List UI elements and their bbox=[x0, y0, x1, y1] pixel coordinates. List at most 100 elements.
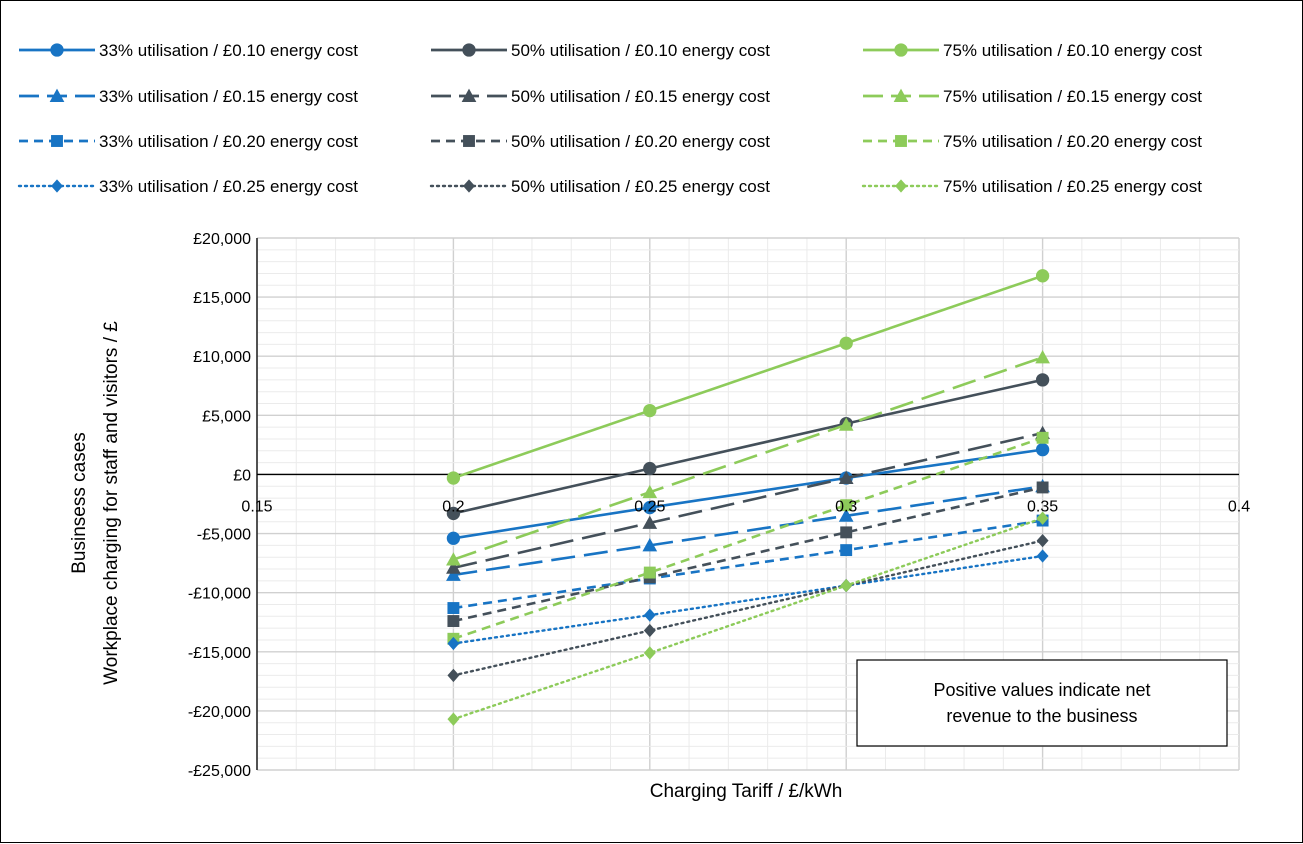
legend-marker bbox=[893, 88, 909, 102]
data-point bbox=[1035, 373, 1050, 387]
series-8 bbox=[447, 481, 1049, 627]
data-point bbox=[643, 566, 656, 579]
legend-label: 50% utilisation / £0.25 energy cost bbox=[511, 177, 770, 196]
data-point bbox=[1036, 533, 1049, 548]
y-tick-label: -£25,000 bbox=[188, 763, 251, 780]
data-point bbox=[446, 506, 461, 521]
annotation-box: Positive values indicate net revenue to … bbox=[856, 659, 1228, 747]
data-point bbox=[447, 636, 460, 651]
legend-marker bbox=[462, 43, 476, 57]
data-point bbox=[838, 508, 854, 522]
series-line bbox=[453, 484, 1043, 577]
series-line bbox=[453, 431, 1043, 570]
legend-marker bbox=[50, 43, 64, 57]
y-tick-label: -£5,000 bbox=[197, 527, 251, 544]
data-point bbox=[447, 602, 460, 614]
legend-label: 75% utilisation / £0.20 energy cost bbox=[943, 132, 1202, 151]
legend-marker bbox=[895, 135, 907, 147]
data-point bbox=[642, 515, 658, 529]
data-point bbox=[1036, 511, 1049, 525]
y-axis-title: Businsess cases Workplace charging for s… bbox=[69, 321, 122, 685]
y-tick-label: £10,000 bbox=[193, 349, 251, 366]
legend-item: 33% utilisation / £0.20 energy cost bbox=[19, 132, 358, 151]
x-tick-label: 0.3 bbox=[835, 498, 857, 515]
data-point bbox=[839, 336, 853, 350]
data-point bbox=[643, 646, 656, 660]
y-tick-label: -£20,000 bbox=[188, 704, 251, 721]
x-tick-label: 0.2 bbox=[442, 498, 464, 515]
legend-item: 75% utilisation / £0.10 energy cost bbox=[863, 41, 1202, 60]
series-10 bbox=[447, 549, 1049, 651]
series-line bbox=[452, 539, 1044, 677]
data-point bbox=[840, 526, 853, 539]
series-line bbox=[453, 486, 1043, 623]
legend-marker bbox=[895, 179, 907, 193]
tick-labels: £20,000 £15,000 £10,000 £5,000 £0 -£5,000 -£10… bbox=[188, 231, 1250, 780]
x-tick-label: 0.25 bbox=[634, 498, 665, 515]
y-tick-label: £0 bbox=[233, 467, 251, 484]
data-point bbox=[446, 560, 461, 574]
data-point bbox=[840, 578, 853, 593]
data-point bbox=[446, 471, 461, 485]
legend-label: 75% utilisation / £0.25 energy cost bbox=[943, 177, 1202, 196]
legend-label: 75% utilisation / £0.10 energy cost bbox=[943, 41, 1202, 60]
legend-label: 33% utilisation / £0.10 energy cost bbox=[99, 41, 358, 60]
legend-item: 50% utilisation / £0.20 energy cost bbox=[431, 132, 770, 151]
legend-label: 50% utilisation / £0.10 energy cost bbox=[511, 41, 770, 60]
axes bbox=[256, 238, 1239, 770]
series-12 bbox=[447, 511, 1049, 726]
data-point bbox=[838, 470, 854, 484]
legend-marker bbox=[51, 135, 63, 147]
data-point bbox=[1035, 350, 1050, 364]
data-point bbox=[446, 567, 461, 581]
data-point bbox=[1035, 442, 1050, 457]
series-6 bbox=[446, 350, 1050, 566]
data-point bbox=[1035, 269, 1050, 283]
x-axis-title: Charging Tariff / £/kWh bbox=[650, 781, 843, 802]
legend-marker bbox=[463, 179, 475, 193]
series-line bbox=[453, 448, 1043, 540]
annotation-text: Positive values indicate net revenue to … bbox=[933, 680, 1151, 726]
data-point bbox=[642, 538, 658, 552]
series-3 bbox=[446, 269, 1050, 485]
y-tick-label: £5,000 bbox=[202, 408, 251, 425]
data-point bbox=[643, 403, 657, 418]
legend-label: 33% utilisation / £0.25 energy cost bbox=[99, 177, 358, 196]
series-line bbox=[452, 356, 1044, 561]
legend-item: 50% utilisation / £0.15 energy cost bbox=[431, 87, 770, 106]
data-point bbox=[643, 461, 657, 476]
data-point bbox=[1036, 431, 1049, 444]
series-line bbox=[452, 516, 1044, 721]
legend-marker bbox=[461, 88, 477, 102]
legend-item: 33% utilisation / £0.25 energy cost bbox=[17, 177, 358, 196]
y-tick-label: £20,000 bbox=[193, 231, 251, 248]
series-line bbox=[452, 436, 1044, 641]
data-point bbox=[447, 615, 460, 627]
legend: 33% utilisation / £0.10 energy cost 50% u… bbox=[17, 41, 1202, 196]
legend-item: 75% utilisation / £0.25 energy cost bbox=[861, 177, 1202, 196]
series-line bbox=[453, 378, 1043, 515]
legend-label: 75% utilisation / £0.15 energy cost bbox=[943, 87, 1202, 106]
series-line bbox=[452, 274, 1044, 480]
data-point bbox=[447, 668, 460, 683]
data-point bbox=[642, 484, 658, 499]
y-tick-label: -£10,000 bbox=[188, 586, 251, 603]
data-point bbox=[643, 608, 656, 622]
legend-item: 50% utilisation / £0.25 energy cost bbox=[429, 177, 770, 196]
data-point bbox=[643, 623, 656, 638]
series-9 bbox=[447, 431, 1049, 645]
legend-marker bbox=[49, 88, 65, 102]
legend-marker bbox=[894, 43, 908, 57]
legend-item: 75% utilisation / £0.20 energy cost bbox=[863, 132, 1202, 151]
data-point bbox=[1036, 481, 1049, 494]
y-axis-title-line-2: Workplace charging for staff and visitor… bbox=[101, 321, 122, 685]
data-point bbox=[446, 552, 461, 566]
legend-label: 33% utilisation / £0.15 energy cost bbox=[99, 87, 358, 106]
legend-label: 50% utilisation / £0.15 energy cost bbox=[511, 87, 770, 106]
y-tick-label: -£15,000 bbox=[188, 645, 251, 662]
data-point bbox=[838, 417, 854, 431]
legend-item: 50% utilisation / £0.10 energy cost bbox=[431, 41, 770, 60]
y-axis-title-line-1: Businsess cases bbox=[69, 432, 90, 574]
series-line bbox=[453, 519, 1043, 610]
